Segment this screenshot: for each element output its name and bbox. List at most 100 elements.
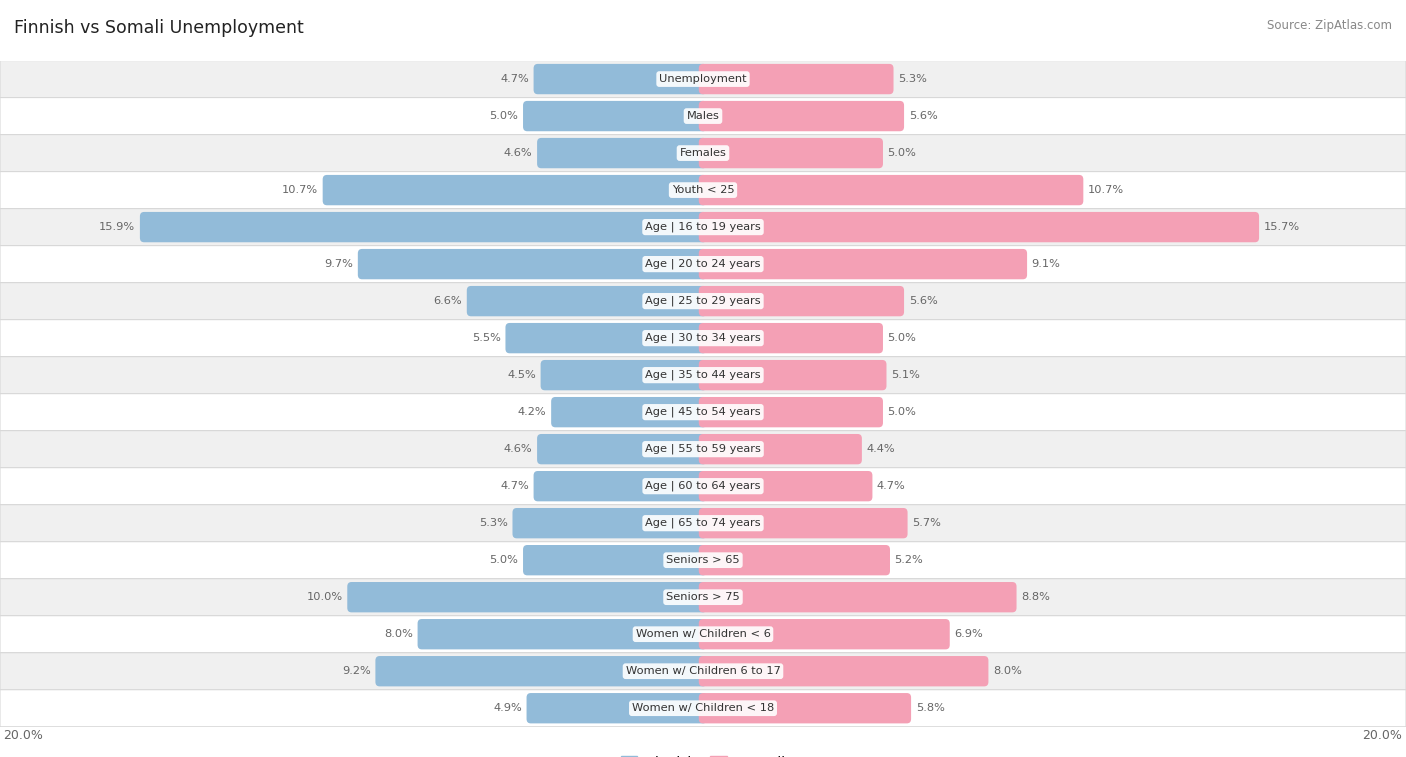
FancyBboxPatch shape bbox=[141, 212, 707, 242]
Text: 5.3%: 5.3% bbox=[898, 74, 927, 84]
Text: 5.6%: 5.6% bbox=[908, 296, 938, 306]
FancyBboxPatch shape bbox=[513, 508, 707, 538]
FancyBboxPatch shape bbox=[699, 286, 904, 316]
Text: Age | 16 to 19 years: Age | 16 to 19 years bbox=[645, 222, 761, 232]
FancyBboxPatch shape bbox=[0, 578, 1406, 615]
Text: Age | 55 to 59 years: Age | 55 to 59 years bbox=[645, 444, 761, 454]
FancyBboxPatch shape bbox=[0, 245, 1406, 282]
FancyBboxPatch shape bbox=[0, 690, 1406, 727]
FancyBboxPatch shape bbox=[467, 286, 707, 316]
FancyBboxPatch shape bbox=[0, 615, 1406, 653]
Text: Age | 60 to 64 years: Age | 60 to 64 years bbox=[645, 481, 761, 491]
Text: 6.6%: 6.6% bbox=[433, 296, 463, 306]
Text: 9.2%: 9.2% bbox=[342, 666, 371, 676]
Text: Age | 25 to 29 years: Age | 25 to 29 years bbox=[645, 296, 761, 307]
Text: 5.0%: 5.0% bbox=[489, 555, 519, 565]
FancyBboxPatch shape bbox=[699, 101, 904, 131]
Text: 5.2%: 5.2% bbox=[894, 555, 924, 565]
FancyBboxPatch shape bbox=[523, 545, 707, 575]
FancyBboxPatch shape bbox=[0, 468, 1406, 505]
FancyBboxPatch shape bbox=[699, 656, 988, 687]
Text: Source: ZipAtlas.com: Source: ZipAtlas.com bbox=[1267, 19, 1392, 32]
Text: Age | 20 to 24 years: Age | 20 to 24 years bbox=[645, 259, 761, 269]
Text: 15.7%: 15.7% bbox=[1264, 222, 1299, 232]
FancyBboxPatch shape bbox=[323, 175, 707, 205]
Text: Females: Females bbox=[679, 148, 727, 158]
Text: 5.1%: 5.1% bbox=[891, 370, 920, 380]
Text: 4.6%: 4.6% bbox=[503, 148, 533, 158]
FancyBboxPatch shape bbox=[699, 693, 911, 724]
FancyBboxPatch shape bbox=[0, 357, 1406, 394]
Text: 8.0%: 8.0% bbox=[993, 666, 1022, 676]
Text: 5.8%: 5.8% bbox=[915, 703, 945, 713]
FancyBboxPatch shape bbox=[0, 282, 1406, 319]
FancyBboxPatch shape bbox=[537, 138, 707, 168]
Text: Women w/ Children < 6: Women w/ Children < 6 bbox=[636, 629, 770, 639]
Text: 4.6%: 4.6% bbox=[503, 444, 533, 454]
Legend: Finnish, Somali: Finnish, Somali bbox=[620, 755, 786, 757]
FancyBboxPatch shape bbox=[699, 323, 883, 354]
FancyBboxPatch shape bbox=[359, 249, 707, 279]
FancyBboxPatch shape bbox=[0, 431, 1406, 468]
Text: 8.8%: 8.8% bbox=[1021, 592, 1050, 602]
FancyBboxPatch shape bbox=[537, 434, 707, 464]
Text: 4.7%: 4.7% bbox=[501, 481, 529, 491]
FancyBboxPatch shape bbox=[0, 98, 1406, 135]
FancyBboxPatch shape bbox=[699, 619, 950, 650]
Text: 4.7%: 4.7% bbox=[501, 74, 529, 84]
Text: 4.2%: 4.2% bbox=[517, 407, 547, 417]
FancyBboxPatch shape bbox=[534, 471, 707, 501]
Text: Males: Males bbox=[686, 111, 720, 121]
FancyBboxPatch shape bbox=[347, 582, 707, 612]
FancyBboxPatch shape bbox=[534, 64, 707, 94]
FancyBboxPatch shape bbox=[540, 360, 707, 391]
Text: Age | 35 to 44 years: Age | 35 to 44 years bbox=[645, 370, 761, 380]
Text: Seniors > 75: Seniors > 75 bbox=[666, 592, 740, 602]
FancyBboxPatch shape bbox=[699, 212, 1260, 242]
Text: Finnish vs Somali Unemployment: Finnish vs Somali Unemployment bbox=[14, 19, 304, 37]
Text: 5.3%: 5.3% bbox=[479, 519, 508, 528]
Text: 5.0%: 5.0% bbox=[887, 333, 917, 343]
FancyBboxPatch shape bbox=[506, 323, 707, 354]
Text: 10.7%: 10.7% bbox=[1088, 185, 1123, 195]
Text: Youth < 25: Youth < 25 bbox=[672, 185, 734, 195]
Text: Women w/ Children 6 to 17: Women w/ Children 6 to 17 bbox=[626, 666, 780, 676]
Text: 5.0%: 5.0% bbox=[887, 407, 917, 417]
FancyBboxPatch shape bbox=[699, 360, 886, 391]
FancyBboxPatch shape bbox=[0, 209, 1406, 245]
Text: 9.7%: 9.7% bbox=[325, 259, 353, 269]
FancyBboxPatch shape bbox=[699, 397, 883, 427]
Text: 5.0%: 5.0% bbox=[489, 111, 519, 121]
FancyBboxPatch shape bbox=[0, 653, 1406, 690]
Text: 4.9%: 4.9% bbox=[494, 703, 522, 713]
FancyBboxPatch shape bbox=[523, 101, 707, 131]
Text: 5.7%: 5.7% bbox=[912, 519, 941, 528]
Text: 10.0%: 10.0% bbox=[307, 592, 343, 602]
Text: 6.9%: 6.9% bbox=[955, 629, 983, 639]
FancyBboxPatch shape bbox=[699, 545, 890, 575]
Text: 4.4%: 4.4% bbox=[866, 444, 896, 454]
Text: Women w/ Children < 18: Women w/ Children < 18 bbox=[631, 703, 775, 713]
Text: Age | 30 to 34 years: Age | 30 to 34 years bbox=[645, 333, 761, 344]
FancyBboxPatch shape bbox=[699, 508, 908, 538]
FancyBboxPatch shape bbox=[699, 175, 1083, 205]
Text: 20.0%: 20.0% bbox=[4, 730, 44, 743]
Text: Unemployment: Unemployment bbox=[659, 74, 747, 84]
Text: 15.9%: 15.9% bbox=[100, 222, 135, 232]
FancyBboxPatch shape bbox=[0, 319, 1406, 357]
FancyBboxPatch shape bbox=[0, 172, 1406, 209]
Text: Seniors > 65: Seniors > 65 bbox=[666, 555, 740, 565]
Text: 20.0%: 20.0% bbox=[1362, 730, 1402, 743]
FancyBboxPatch shape bbox=[418, 619, 707, 650]
FancyBboxPatch shape bbox=[699, 64, 894, 94]
Text: 4.7%: 4.7% bbox=[877, 481, 905, 491]
FancyBboxPatch shape bbox=[699, 471, 872, 501]
FancyBboxPatch shape bbox=[699, 434, 862, 464]
FancyBboxPatch shape bbox=[0, 61, 1406, 98]
FancyBboxPatch shape bbox=[0, 135, 1406, 172]
FancyBboxPatch shape bbox=[375, 656, 707, 687]
FancyBboxPatch shape bbox=[699, 138, 883, 168]
FancyBboxPatch shape bbox=[527, 693, 707, 724]
FancyBboxPatch shape bbox=[0, 542, 1406, 578]
Text: 10.7%: 10.7% bbox=[283, 185, 318, 195]
